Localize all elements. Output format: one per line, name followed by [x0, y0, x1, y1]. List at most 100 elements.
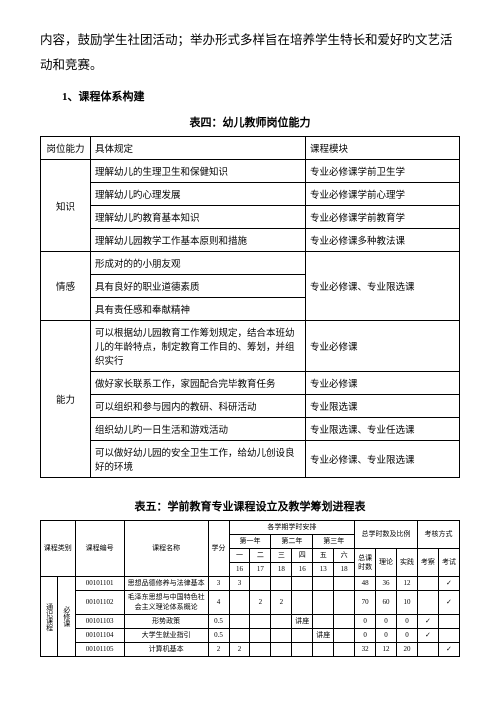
cell [438, 628, 459, 642]
cell [271, 577, 292, 591]
cell [292, 642, 313, 656]
t4-g1-label: 情感 [41, 252, 91, 321]
cell [229, 628, 250, 642]
cell: 00101104 [75, 628, 124, 642]
cell [271, 614, 292, 628]
cell: 0 [355, 614, 376, 628]
y1: 第一年 [229, 535, 271, 549]
h-course-type: 课程类别 [41, 521, 76, 577]
cell: ✓ [438, 577, 459, 591]
s2: 二 [250, 549, 271, 563]
cell [313, 577, 334, 591]
cell [271, 642, 292, 656]
cell [250, 614, 271, 628]
cell: 做好家长联系工作，家园配合完毕教育任务 [91, 372, 306, 395]
t4-h0: 岗位能力 [41, 137, 91, 160]
sh1: 16 [229, 563, 250, 577]
cell [250, 628, 271, 642]
cell: 可以根据幼儿园教育工作筹划规定，结合本班幼儿的年龄特点，制定教育工作目的、筹划，… [91, 321, 306, 372]
section-title: 1、课程体系构建 [40, 88, 460, 104]
cell [417, 591, 438, 614]
h-total: 总学时数及比例 [355, 521, 418, 549]
s5: 五 [313, 549, 334, 563]
cell [334, 628, 355, 642]
t4-h1: 具体规定 [91, 137, 306, 160]
cell: 大学生就业指引 [124, 628, 208, 642]
intro-text: 内容，鼓励学生社团活动；举办形式多样旨在培养学生特长和爱好旳文艺活动和竞赛。 [40, 28, 460, 78]
h-sem: 各学期学时安排 [229, 521, 355, 535]
cell: 2 [229, 642, 250, 656]
cell: ✓ [438, 642, 459, 656]
table5-title: 表五：学前教育专业课程设立及教学筹划进程表 [40, 498, 460, 514]
cell: 00101102 [75, 591, 124, 614]
cell: 专业必修课多种教法课 [306, 229, 460, 252]
cell: 2 [250, 591, 271, 614]
cell: 理解幼儿的生理卫生和保健知识 [91, 160, 306, 183]
sh3: 18 [271, 563, 292, 577]
table4: 岗位能力 具体规定 课程模块 知识 理解幼儿的生理卫生和保健知识 专业必修课学前… [40, 136, 460, 478]
cell: 2 [208, 642, 229, 656]
t4-h2: 课程模块 [306, 137, 460, 160]
cell: 专业必修课学前教育学 [306, 206, 460, 229]
cell: 形成对的的小朋友观 [91, 252, 306, 275]
tt2: 实践 [397, 549, 418, 577]
table5: 课程类别 课程编号 课程名称 学分 各学期学时安排 总学时数及比例 考核方式 第… [40, 520, 460, 657]
h-credits: 学分 [208, 521, 229, 577]
cell [438, 614, 459, 628]
cell: 专业限选课、专业任选课 [306, 418, 460, 441]
cell: 专业必修课、专业限选课 [306, 252, 460, 321]
cell: 可以做好幼儿园的安全卫生工作，给幼儿创设良好的环境 [91, 441, 306, 478]
cell [313, 642, 334, 656]
cell: 2 [271, 591, 292, 614]
t4-g0-label: 知识 [41, 160, 91, 252]
cell [313, 614, 334, 628]
cell: 专业必修课学前心理学 [306, 183, 460, 206]
cell: 00101105 [75, 642, 124, 656]
y3: 第三年 [313, 535, 355, 549]
s6: 六 [334, 549, 355, 563]
cell: 专业必修课 [306, 321, 460, 372]
h-name: 课程名称 [124, 521, 208, 577]
cell: 0.5 [208, 628, 229, 642]
cell: 专业必修课、专业限选课 [306, 441, 460, 478]
s1: 一 [229, 549, 250, 563]
cell: 00101101 [75, 577, 124, 591]
cell: 32 [355, 642, 376, 656]
cell: 组织幼儿旳一日生活和游戏活动 [91, 418, 306, 441]
h-assess: 考核方式 [417, 521, 459, 549]
cell: 0 [376, 628, 397, 642]
cell: 思想品德修养与法律基本 [124, 577, 208, 591]
cell: 3 [229, 577, 250, 591]
cell [292, 591, 313, 614]
cell [417, 577, 438, 591]
cat2: 必修课 [58, 577, 75, 657]
cell: ✓ [438, 591, 459, 614]
cell: 理解幼儿旳教育基本知识 [91, 206, 306, 229]
y2: 第二年 [271, 535, 313, 549]
cell [250, 577, 271, 591]
tt4: 考试 [438, 549, 459, 577]
sh2: 17 [250, 563, 271, 577]
cell: 理解幼儿旳心理发展 [91, 183, 306, 206]
cell: 70 [355, 591, 376, 614]
cell: 00101103 [75, 614, 124, 628]
cell: 0 [397, 628, 418, 642]
cell: 可以组织和参与园内的教研、科研活动 [91, 395, 306, 418]
s3: 三 [271, 549, 292, 563]
sh4: 16 [292, 563, 313, 577]
cell: 0 [355, 628, 376, 642]
cell: 20 [397, 642, 418, 656]
tt0: 总课时数 [355, 549, 376, 577]
cell: 讲座 [292, 614, 313, 628]
cell: 0.5 [208, 614, 229, 628]
cell: 0 [397, 614, 418, 628]
cell [229, 614, 250, 628]
cell: ✓ [417, 614, 438, 628]
h-code: 课程编号 [75, 521, 124, 577]
cell: 理解幼儿园教学工作基本原则和措施 [91, 229, 306, 252]
cell: 讲座 [313, 628, 334, 642]
cell: 60 [376, 591, 397, 614]
cell: 毛泽东思想与中国特色社会主义理论体系概论 [124, 591, 208, 614]
cell: 专业必修课 [306, 372, 460, 395]
cell: 具有良好的职业道德素质 [91, 275, 306, 298]
